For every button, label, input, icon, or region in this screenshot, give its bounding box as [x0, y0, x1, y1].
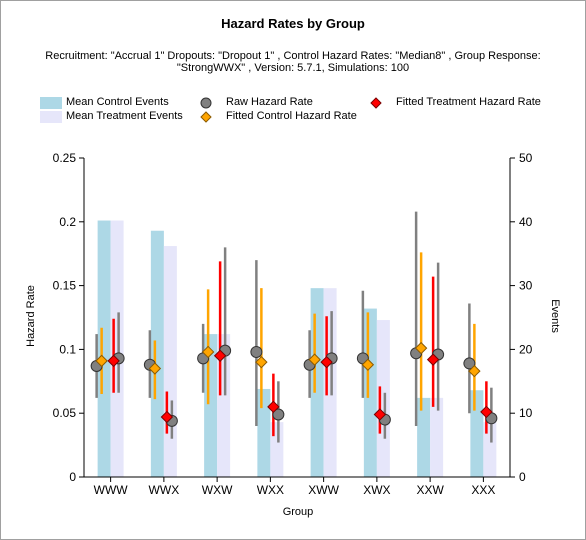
- point-fitted-treatment-WWX: [160, 410, 174, 424]
- legend-swatch-red-diamond: [370, 97, 392, 112]
- x-tick-label-XWX: XWX: [363, 483, 390, 497]
- x-axis-title: Group: [283, 506, 314, 518]
- point-fitted-control-XXW: [414, 341, 428, 355]
- axes-layer: WWW WWX WXW WXX XWW XWX XXW XXX 0 0.05 0.1 0.15 0.2 0…: [53, 151, 533, 497]
- legend-label: Raw Hazard Rate: [226, 96, 313, 108]
- point-fitted-treatment-XWW: [320, 355, 333, 369]
- x-tick-label-XXW: XXW: [416, 483, 444, 497]
- legend-label: Fitted Control Hazard Rate: [226, 110, 357, 122]
- chart-subtitle: Recruitment: "Accrual 1" Dropouts: "Drop…: [40, 50, 546, 74]
- bar-control-events-WXX: [257, 388, 271, 477]
- bar-control-events-WWW: [97, 220, 111, 478]
- bar-treatment-events-WWW: [110, 220, 124, 478]
- point-raw-control-XXX: [463, 357, 476, 370]
- point-fitted-treatment-XXX: [480, 405, 493, 419]
- legend-swatch-control-bar: [40, 97, 62, 112]
- point-fitted-control-WXW: [201, 345, 215, 359]
- y-tick-label-5: 0.25: [53, 151, 77, 165]
- legend-label: Fitted Treatment Hazard Rate: [396, 96, 541, 108]
- legend-swatch-treatment-bar: [40, 111, 62, 126]
- x-tick-label-XWW: XWW: [308, 483, 339, 497]
- y2-tick-label-3: 30: [519, 279, 533, 293]
- bar-control-events-XWW: [310, 288, 324, 477]
- y2-tick-label-5: 50: [519, 151, 533, 165]
- legend-label: Mean Treatment Events: [66, 110, 183, 122]
- point-raw-treatment-WXX: [272, 408, 285, 421]
- bar-control-events-XWX: [363, 308, 377, 477]
- bar-control-events-WWX: [150, 230, 164, 477]
- legend-swatch-orange-diamond: [200, 111, 222, 126]
- y-axis-title: Hazard Rate: [25, 285, 37, 347]
- y-tick-label-0: 0: [69, 470, 76, 484]
- x-tick-label-WWW: WWW: [94, 483, 129, 497]
- y-tick-label-3: 0.15: [53, 279, 77, 293]
- legend-swatch-raw-circle: [200, 97, 222, 112]
- bar-control-events-XXX: [470, 390, 484, 477]
- x-tick-label-WXX: WXX: [257, 483, 284, 497]
- point-fitted-treatment-XXW: [426, 353, 440, 366]
- x-tick-label-XXX: XXX: [471, 483, 495, 497]
- bar-treatment-events-XXX: [483, 422, 497, 477]
- point-fitted-control-WWX: [148, 362, 162, 375]
- point-fitted-control-XWW: [308, 353, 321, 366]
- y2-axis-title: Events: [549, 299, 561, 333]
- y-tick-label-1: 0.05: [53, 406, 77, 420]
- bar-control-events-XXW: [417, 397, 431, 477]
- y2-tick-label-1: 10: [519, 406, 533, 420]
- y2-tick-label-2: 20: [519, 342, 533, 356]
- subtitle-line-2: "StrongWWX" , Version: 5.7.1, Simulation…: [176, 62, 410, 74]
- point-fitted-treatment-XWX: [373, 408, 387, 421]
- chart-title: Hazard Rates by Group: [221, 16, 365, 31]
- point-fitted-control-XXX: [468, 364, 481, 378]
- subtitle-line-1: Recruitment: "Accrual 1" Dropouts: "Drop…: [45, 50, 541, 62]
- y-tick-label-4: 0.2: [59, 215, 76, 229]
- marker-layer: [90, 341, 498, 427]
- point-fitted-treatment-WWW: [107, 354, 120, 368]
- y-tick-label-2: 0.1: [59, 342, 76, 356]
- legend-label: Mean Control Events: [66, 96, 169, 108]
- x-tick-label-WWX: WWX: [149, 483, 180, 497]
- bar-treatment-events-XWX: [376, 320, 390, 477]
- point-raw-control-WXX: [250, 345, 263, 358]
- y2-tick-label-4: 40: [519, 215, 533, 229]
- y2-tick-label-0: 0: [519, 470, 526, 484]
- bar-treatment-events-XXW: [430, 397, 444, 477]
- point-fitted-treatment-WXW: [213, 349, 227, 362]
- bar-treatment-events-WWX: [163, 246, 177, 477]
- x-tick-label-WXW: WXW: [202, 483, 233, 497]
- point-fitted-control-XWX: [361, 358, 375, 371]
- point-fitted-control-WWW: [95, 354, 108, 368]
- point-fitted-treatment-WXX: [267, 400, 280, 414]
- point-fitted-control-WXX: [255, 355, 268, 369]
